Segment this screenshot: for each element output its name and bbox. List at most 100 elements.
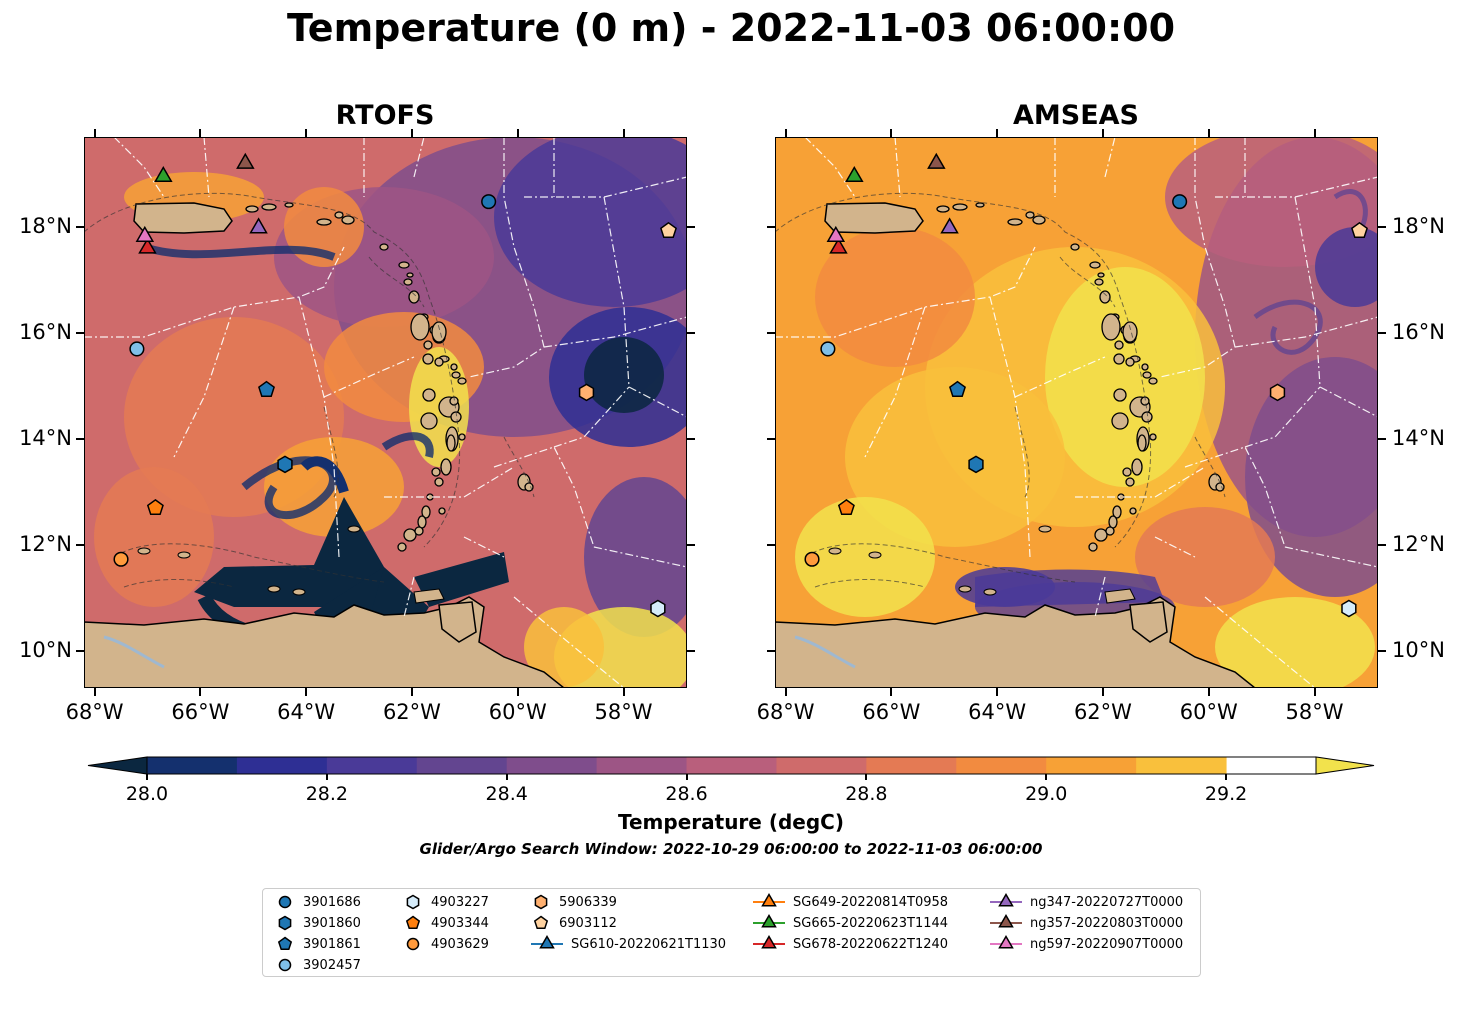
colorbar-tick-label: 28.0: [125, 783, 169, 805]
legend-marker: [761, 914, 777, 928]
legend-item: ng357-20220803T0000: [990, 913, 1183, 933]
legend-item: SG665-20220623T1144: [753, 913, 948, 933]
legend-label: 6903112: [559, 915, 617, 931]
legend-item: 3902457: [275, 955, 361, 975]
lat-tick: [1378, 649, 1386, 652]
colorbar-tick: [685, 774, 688, 780]
lat-tick: [687, 649, 695, 652]
lon-label: 68°W: [756, 700, 815, 724]
marker-ng347: [940, 217, 959, 234]
marker-3902457: [820, 341, 836, 357]
legend-marker-icon: [406, 894, 420, 910]
legend-marker-icon: [990, 935, 1022, 949]
colorbar-segment: [1136, 757, 1227, 774]
lon-tick: [93, 688, 96, 696]
marker-4903344: [146, 498, 164, 516]
colorbar-tick-label: 29.0: [1025, 783, 1068, 805]
lat-tick: [76, 543, 84, 546]
lat-label: 18°N: [19, 214, 72, 239]
lat-label: 12°N: [1392, 531, 1445, 556]
marker-SG665: [845, 165, 864, 183]
map-field-amseas: [775, 137, 1378, 688]
marker-3901686: [481, 194, 497, 210]
lon-tick: [1207, 688, 1210, 696]
legend-marker-icon: [278, 895, 292, 909]
lat-label: 10°N: [1392, 637, 1445, 662]
marker-6903112: [660, 221, 677, 238]
colorbar-tick: [865, 774, 868, 780]
colorbar-segment: [1046, 757, 1137, 774]
legend-marker: [278, 958, 292, 972]
legend-label: 4903227: [431, 894, 489, 910]
legend-marker: [406, 937, 420, 951]
legend-marker-icon: [278, 915, 292, 931]
lon-tick: [1101, 688, 1104, 696]
legend-marker-icon: [278, 958, 292, 972]
lon-tick: [410, 688, 413, 696]
lat-tick: [767, 226, 775, 229]
legend-item: 3901860: [275, 913, 361, 933]
panel-title-amseas: AMSEAS: [1013, 100, 1139, 131]
colorbar-extend-high: [1315, 756, 1375, 775]
legend-item: SG678-20220622T1240: [753, 934, 948, 954]
legend-item: 4903227: [403, 892, 489, 912]
lon-label: 64°W: [968, 700, 1027, 724]
marker-ng357: [927, 152, 946, 169]
marker-SG678: [138, 237, 157, 254]
map-field-rtofs: [84, 137, 687, 688]
marker-ng357: [236, 152, 255, 169]
lat-tick: [767, 649, 775, 652]
lat-tick: [76, 649, 84, 652]
legend-item: 4903344: [403, 913, 489, 933]
legend: 3901686 3901860 3901861 3902457 4903227 49033…: [262, 888, 1201, 977]
lon-tick: [996, 129, 999, 137]
figure-title: Temperature (0 m) - 2022-11-03 06:00:00: [286, 6, 1176, 50]
lon-tick: [890, 688, 893, 696]
lat-label: 14°N: [19, 425, 72, 450]
lon-tick: [1313, 688, 1316, 696]
legend-item: ng597-20220907T0000: [990, 934, 1183, 954]
lon-tick: [516, 688, 519, 696]
legend-marker: [533, 915, 549, 930]
marker-4903629: [804, 551, 820, 567]
map-amseas: [775, 137, 1378, 688]
colorbar-segment: [236, 757, 328, 774]
legend-marker: [761, 893, 777, 907]
lat-label: 16°N: [1392, 320, 1445, 345]
legend-label: 4903629: [431, 936, 489, 952]
legend-label: SG610-20220621T1130: [571, 936, 727, 952]
marker-4903629: [113, 551, 129, 567]
legend-item: 3901861: [275, 934, 361, 954]
colorbar-tick-label: 28.8: [845, 783, 888, 805]
lon-label: 66°W: [862, 700, 921, 724]
lon-tick: [784, 688, 787, 696]
legend-item: SG649-20220814T0958: [753, 892, 948, 912]
legend-item: ng347-20220727T0000: [990, 892, 1183, 912]
legend-marker: [406, 894, 420, 910]
lon-tick: [622, 688, 625, 696]
marker-ng597: [135, 225, 155, 242]
legend-marker: [998, 893, 1014, 907]
legend-marker: [534, 894, 548, 910]
marker-3901861: [949, 380, 966, 397]
lat-tick: [687, 543, 695, 546]
colorbar-segment: [776, 757, 867, 774]
colorbar-segment: [506, 757, 598, 774]
legend-item: 4903629: [403, 934, 489, 954]
lat-tick: [687, 226, 695, 229]
legend-marker: [998, 935, 1014, 949]
lat-label: 12°N: [19, 531, 72, 556]
marker-SG665: [154, 165, 173, 183]
lon-tick: [996, 688, 999, 696]
legend-marker-icon: [406, 937, 420, 951]
legend-label: 4903344: [431, 915, 489, 931]
marker-4903227: [650, 599, 666, 618]
lat-label: 10°N: [19, 637, 72, 662]
legend-marker-icon: [753, 935, 785, 949]
lon-tick: [93, 129, 96, 137]
colorbar-segment: [866, 757, 957, 774]
legend-marker-icon: [990, 893, 1022, 907]
legend-item: 5906339: [531, 892, 617, 912]
marker-4903344: [837, 498, 855, 516]
legend-marker-icon: [531, 935, 563, 949]
